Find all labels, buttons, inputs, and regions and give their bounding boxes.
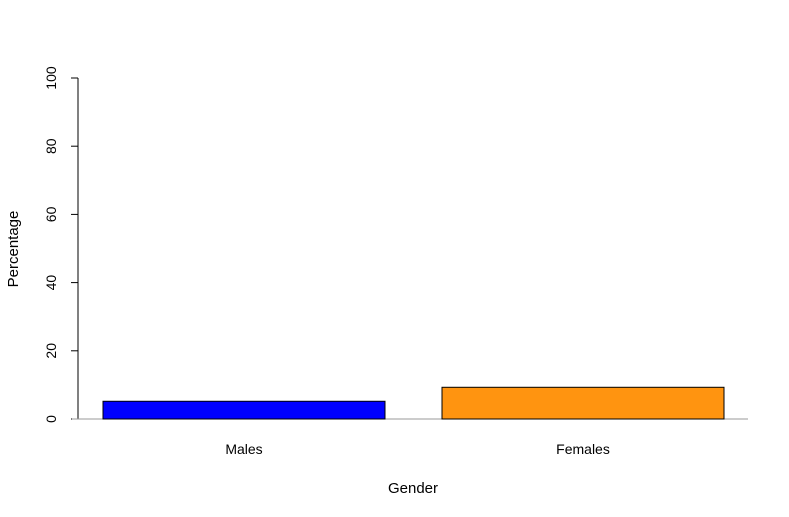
y-axis-title: Percentage [5, 211, 22, 288]
bars-group [102, 386, 725, 420]
y-tick-label: 80 [43, 138, 59, 154]
y-tick-label: 100 [43, 66, 59, 90]
x-tick-label: Males [225, 441, 262, 457]
x-axis-title: Gender [388, 480, 438, 497]
bar-females [441, 386, 725, 420]
y-axis: 0 20 40 60 80 100 [43, 66, 79, 423]
bar-males [102, 400, 386, 420]
x-tick-labels: Males Females [225, 441, 610, 457]
y-tick-label: 40 [43, 275, 59, 291]
x-tick-label: Females [556, 441, 610, 457]
y-tick-label: 60 [43, 206, 59, 222]
y-tick-label: 20 [43, 343, 59, 359]
y-tick-label: 0 [43, 415, 59, 423]
